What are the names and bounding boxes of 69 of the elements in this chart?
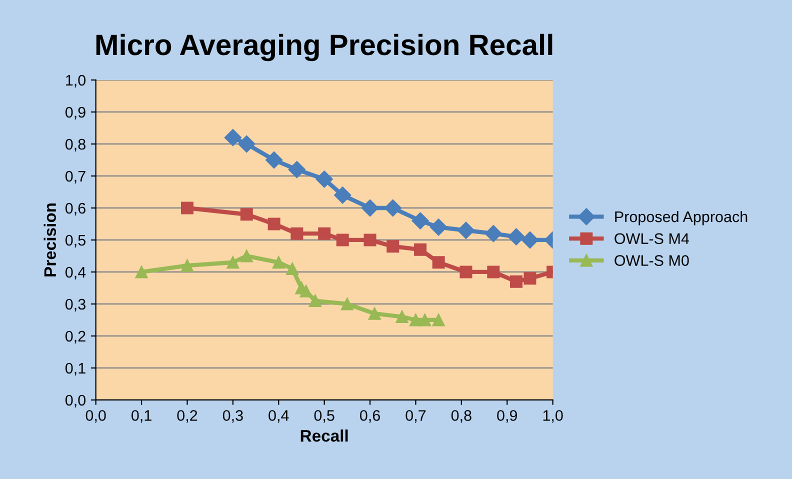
y-tick-label: 0,8 (65, 138, 86, 152)
x-tick-label: 0,0 (86, 410, 106, 423)
point (318, 227, 331, 240)
point (487, 266, 500, 278)
point (484, 225, 502, 242)
x-tick-label: 0,4 (268, 410, 289, 423)
point (288, 161, 306, 178)
y-tick-label: 0,5 (65, 234, 86, 248)
point (316, 170, 333, 188)
y-tick-label: 1,0 (66, 74, 86, 88)
y-tick-label: 0,0 (65, 394, 86, 408)
point (336, 234, 349, 246)
legend-label: OWL-S M0 (614, 255, 689, 266)
point (521, 231, 539, 249)
x-tick-label: 0,7 (406, 410, 426, 423)
x-tick-label: 0,5 (314, 410, 334, 423)
point (412, 212, 429, 230)
x-tick-label: 0,1 (132, 410, 152, 423)
x-tick-label: 0,9 (497, 410, 518, 423)
point (418, 314, 432, 326)
point (430, 218, 448, 236)
point (226, 256, 240, 269)
point (268, 218, 280, 230)
point (308, 294, 322, 308)
point (524, 272, 536, 285)
y-tick-label: 0,7 (65, 170, 86, 184)
point (238, 135, 256, 153)
point (240, 250, 253, 262)
point (300, 284, 312, 298)
point (334, 186, 352, 204)
x-tick-label: 0,2 (177, 410, 198, 423)
x-axis-title: Recall (300, 429, 348, 442)
point (361, 199, 379, 217)
x-tick-label: 0,8 (451, 410, 472, 423)
point (510, 275, 523, 288)
x-tick-label: 1,0 (543, 410, 563, 423)
point (266, 151, 283, 169)
point (272, 256, 285, 269)
x-tick-label: 0,3 (222, 410, 243, 423)
y-axis-title: Precision (44, 203, 56, 276)
point (396, 310, 408, 324)
legend-label: Proposed Approach (615, 210, 748, 226)
y-tick-label: 0,1 (65, 362, 86, 376)
y-tick-label: 0,6 (65, 202, 86, 216)
point (135, 266, 148, 278)
point (240, 208, 253, 221)
y-tick-label: 0,9 (65, 106, 86, 120)
point (508, 228, 525, 246)
point (386, 240, 400, 253)
y-tick-label: 0,3 (65, 298, 86, 312)
point (432, 314, 445, 326)
point (290, 227, 304, 240)
point (414, 243, 427, 256)
point (457, 222, 475, 239)
point (384, 199, 402, 217)
point (340, 298, 354, 310)
y-tick-label: 0,4 (65, 266, 86, 280)
x-tick-label: 0,6 (360, 410, 380, 423)
point (286, 262, 299, 276)
point (224, 129, 242, 146)
point (432, 256, 445, 269)
point (368, 307, 381, 320)
point (460, 266, 472, 278)
point (364, 234, 376, 246)
point (180, 259, 194, 272)
y-tick-label: 0,2 (65, 330, 86, 344)
chart-title: Micro Averaging Precision Recall (96, 34, 552, 62)
point (180, 202, 194, 214)
legend-label: OWL-S M4 (614, 233, 690, 244)
